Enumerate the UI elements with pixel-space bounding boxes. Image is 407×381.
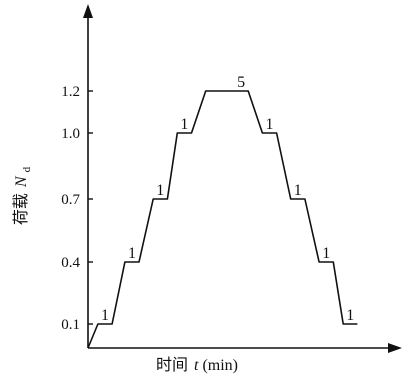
annotations-group: 1 1 1 1 5 1 1 1 1 — [101, 74, 354, 324]
y-axis-label: 荷载 N d — [12, 166, 33, 225]
y-tick-label: 0.7 — [61, 192, 80, 208]
step-duration-label: 1 — [346, 307, 354, 324]
y-axis-label-text: 荷载 — [12, 193, 30, 225]
x-axis-label-text: 时间 — [156, 356, 188, 374]
step-duration-label: 1 — [180, 116, 188, 133]
load-series-line — [87, 90, 358, 349]
y-tick-label: 0.4 — [61, 255, 80, 271]
y-axis-label-var: N — [13, 175, 30, 188]
step-duration-label: 1 — [156, 182, 164, 199]
step-duration-label: 1 — [294, 182, 302, 199]
x-axis-label: 时间 t (min) — [156, 356, 238, 374]
y-axis-arrow — [83, 4, 93, 18]
y-ticks: 0.1 0.4 0.7 1.0 1.2 — [61, 84, 93, 333]
y-tick-label: 1.0 — [61, 126, 80, 142]
y-axis-label-sub: d — [21, 166, 33, 172]
x-axis-arrow — [388, 343, 402, 353]
x-axis-label-unit: (min) — [202, 357, 238, 374]
y-tick-label: 0.1 — [61, 317, 80, 333]
series-group — [87, 90, 358, 349]
step-duration-label: 5 — [237, 74, 245, 91]
step-duration-label: 1 — [266, 116, 274, 133]
x-axis-label-var: t — [194, 357, 199, 374]
step-duration-label: 1 — [322, 245, 330, 262]
step-duration-label: 1 — [101, 307, 109, 324]
y-tick-label: 1.2 — [61, 84, 80, 100]
svg-text:荷载 N d: 荷载 N d — [12, 166, 33, 225]
step-duration-label: 1 — [128, 245, 136, 262]
